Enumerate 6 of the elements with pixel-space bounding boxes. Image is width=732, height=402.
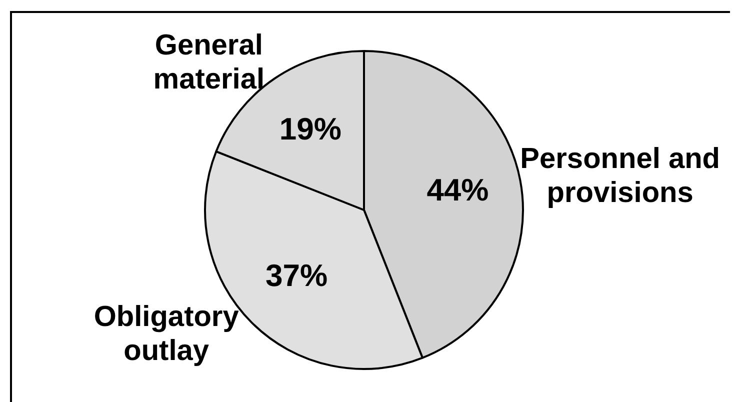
data-label: 44% — [426, 172, 489, 208]
slice-label: Personnel and provisions — [520, 142, 720, 209]
slice-label: General material — [153, 30, 265, 96]
slice-label: Obligatory outlay — [94, 301, 239, 368]
data-label: 37% — [266, 258, 328, 294]
data-label: 19% — [279, 112, 342, 147]
